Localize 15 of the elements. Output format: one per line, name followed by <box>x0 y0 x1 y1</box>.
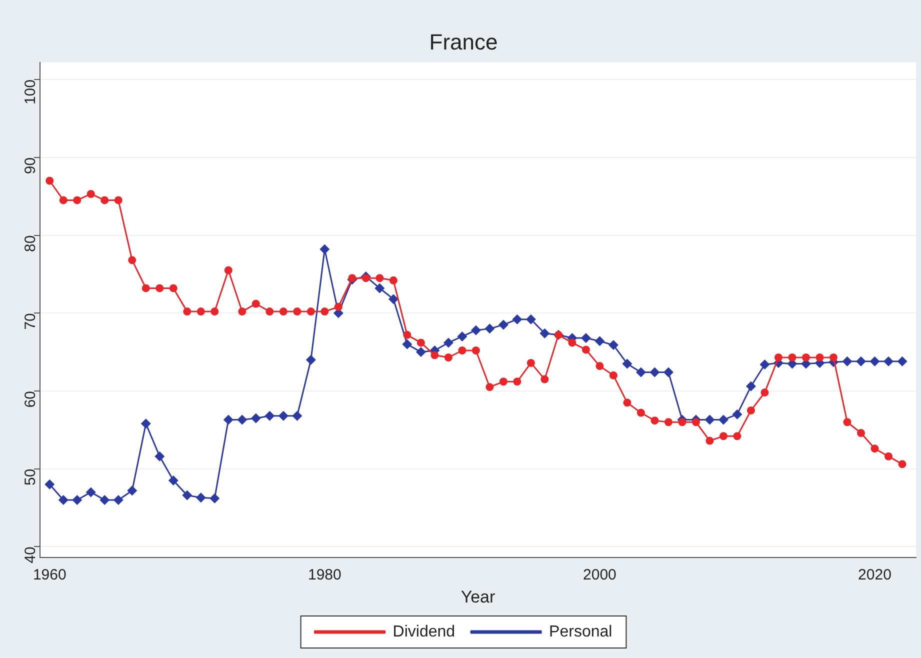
x-tick-label: 2000 <box>583 566 616 584</box>
y-tick-label: 90 <box>22 157 40 174</box>
legend-label: Dividend <box>392 623 456 640</box>
y-tick-label: 100 <box>22 80 40 105</box>
x-axis-title: Year <box>460 587 496 606</box>
legend-label: Personal <box>549 623 612 640</box>
x-tick-label: 2020 <box>858 566 892 584</box>
y-tick-label: 70 <box>22 313 40 330</box>
y-tick-label: 80 <box>22 235 40 252</box>
y-tick-label: 50 <box>22 468 40 486</box>
x-tick-label: 1980 <box>308 566 342 584</box>
y-tick-label: 40 <box>22 546 40 564</box>
y-tick-label: 60 <box>22 390 40 408</box>
x-tick-label: 1960 <box>32 566 66 584</box>
chart-title: France <box>429 29 498 54</box>
